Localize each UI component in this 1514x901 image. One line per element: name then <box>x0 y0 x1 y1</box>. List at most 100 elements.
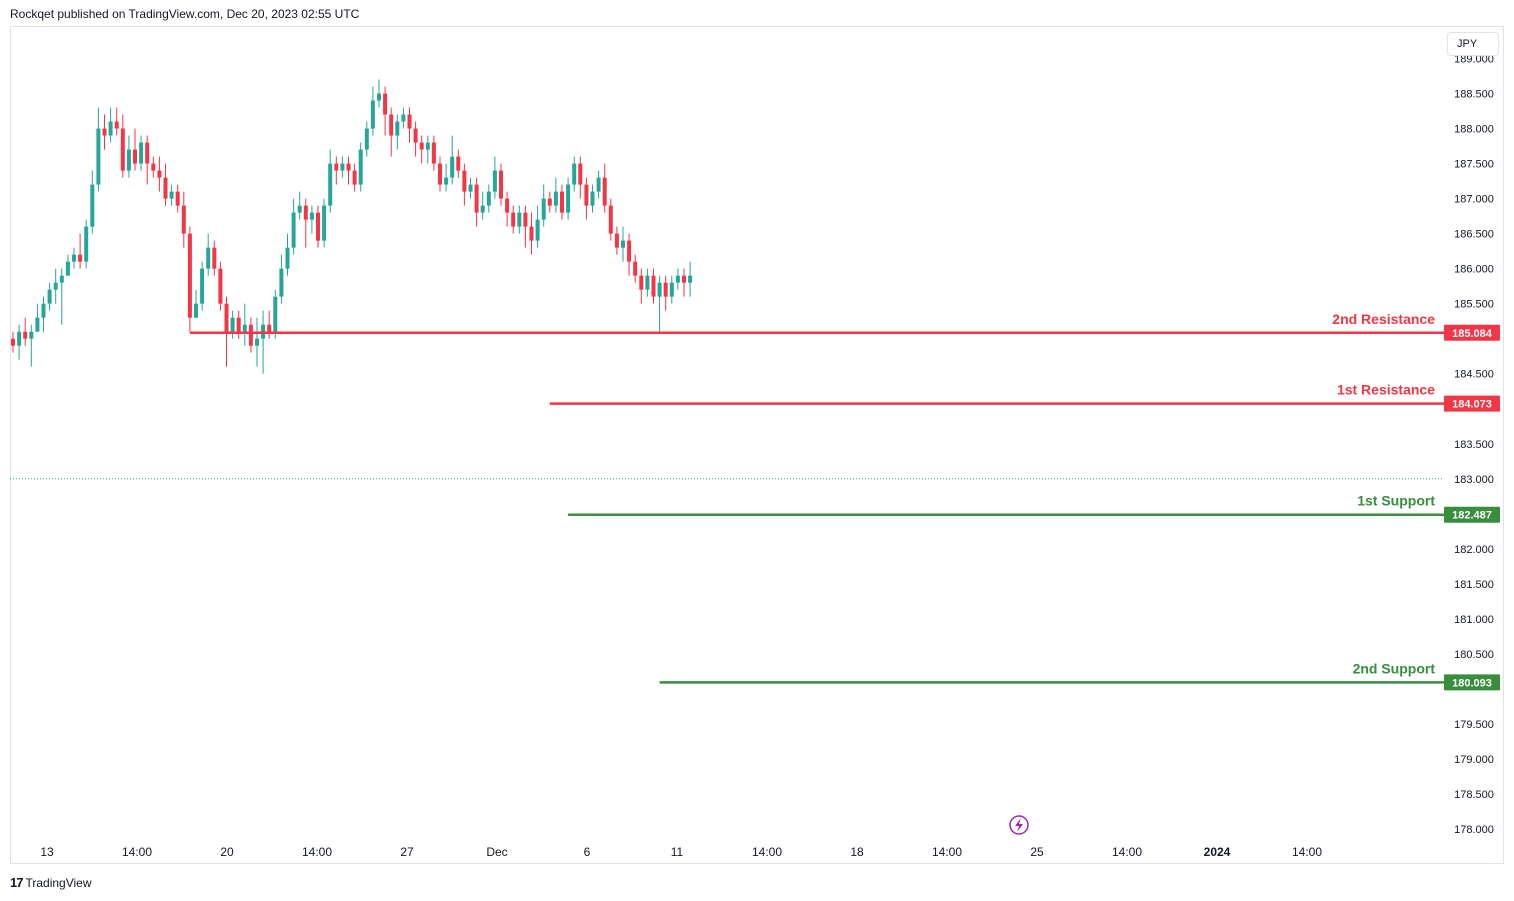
y-tick-label: 183.000 <box>1454 474 1494 486</box>
y-tick-label: 181.000 <box>1454 614 1494 626</box>
currency-selector[interactable]: JPY <box>1447 32 1499 56</box>
candle-body <box>47 289 52 304</box>
candle-body <box>602 177 607 206</box>
candle-body <box>175 191 180 206</box>
candle-body <box>578 163 583 185</box>
support-price-tag <box>1444 674 1500 691</box>
candle-body <box>96 128 101 185</box>
candle-body <box>407 114 412 129</box>
support-price-tag <box>1444 506 1500 523</box>
candle-body <box>114 121 119 129</box>
x-tick-label: 2024 <box>1204 845 1231 859</box>
support-price-value: 182.487 <box>1452 510 1492 522</box>
y-tick-label: 185.500 <box>1454 299 1494 311</box>
x-tick-label: 14:00 <box>1112 845 1142 859</box>
candle-body <box>206 247 211 269</box>
tradingview-footer[interactable]: 17 TradingView <box>10 875 92 890</box>
x-tick-label: Dec <box>486 845 507 859</box>
candle-body <box>535 219 540 241</box>
x-tick-label: 25 <box>1030 845 1044 859</box>
candle-body <box>590 191 595 206</box>
y-tick-label: 178.000 <box>1454 824 1494 836</box>
candle-body <box>431 142 436 164</box>
candle-body <box>627 240 632 262</box>
candle-body <box>505 198 510 213</box>
y-tick-label: 179.000 <box>1454 754 1494 766</box>
y-tick-label: 180.500 <box>1454 649 1494 661</box>
candle-body <box>23 331 28 339</box>
support-label: 1st Support <box>1357 493 1435 509</box>
candle-body <box>242 324 247 332</box>
y-tick-label: 187.500 <box>1454 159 1494 171</box>
candle-body <box>492 170 497 192</box>
y-tick-label: 189.000 <box>1454 54 1494 66</box>
candle-body <box>572 163 577 185</box>
candle-body <box>456 156 461 171</box>
candle-body <box>596 177 601 192</box>
candle-body <box>663 282 668 297</box>
x-tick-label: 14:00 <box>302 845 332 859</box>
candle-body <box>65 261 70 276</box>
candle-body <box>553 191 558 206</box>
candle-body <box>688 275 693 283</box>
candle-body <box>450 156 455 178</box>
resistance-price-value: 184.073 <box>1452 399 1492 411</box>
candle-body <box>523 212 528 227</box>
candle-body <box>511 212 516 227</box>
y-tick-label: 186.500 <box>1454 229 1494 241</box>
candle-body <box>218 268 223 304</box>
candle-body <box>529 226 534 241</box>
candle-body <box>316 212 320 241</box>
candle-body <box>181 205 186 234</box>
candle-body <box>364 128 369 150</box>
candle-body <box>566 184 571 213</box>
candle-body <box>401 114 406 122</box>
candle-body <box>438 163 442 185</box>
candle-body <box>334 163 339 171</box>
candle-body <box>41 303 46 318</box>
candle-body <box>608 205 613 234</box>
candle-body <box>370 100 375 129</box>
candle-body <box>255 338 259 346</box>
candle-body <box>675 275 680 283</box>
candle-body <box>377 93 381 101</box>
chart-frame[interactable] <box>10 26 1504 864</box>
candle-body <box>328 163 333 206</box>
tradingview-logo-icon: 17 <box>10 875 24 890</box>
candle-body <box>358 149 363 185</box>
x-tick-label: 14:00 <box>932 845 962 859</box>
candle-body <box>633 261 638 276</box>
candle-body <box>157 170 162 178</box>
candle-body <box>474 184 479 213</box>
candle-body <box>200 268 205 304</box>
candle-body <box>273 296 278 332</box>
y-tick-label: 179.500 <box>1454 719 1494 731</box>
candle-body <box>486 191 491 206</box>
candle-body <box>29 331 34 339</box>
candle-body <box>230 317 235 332</box>
resistance-price-value: 185.084 <box>1452 328 1493 340</box>
x-tick-label: 6 <box>584 845 591 859</box>
resistance-label: 1st Resistance <box>1337 382 1435 398</box>
publisher-caption: Rockqet published on TradingView.com, De… <box>10 7 360 21</box>
candle-body <box>480 205 485 213</box>
candle-body <box>163 177 168 199</box>
candle-body <box>517 212 522 227</box>
candle-body <box>169 191 174 199</box>
candle-body <box>53 282 58 290</box>
candle-body <box>78 254 83 262</box>
support-label: 2nd Support <box>1353 660 1436 676</box>
candle-body <box>645 275 650 290</box>
candle-body <box>352 170 357 185</box>
support-price-value: 180.093 <box>1452 677 1492 689</box>
candle-body <box>682 275 686 283</box>
candle-body <box>303 205 308 220</box>
lightning-bolt-icon <box>1015 818 1023 832</box>
footer-brand: TradingView <box>25 875 92 890</box>
candle-body <box>614 233 619 248</box>
candle-body <box>383 93 388 115</box>
candle-body <box>657 282 662 297</box>
candle-body <box>133 149 137 164</box>
x-tick-label: 14:00 <box>752 845 782 859</box>
